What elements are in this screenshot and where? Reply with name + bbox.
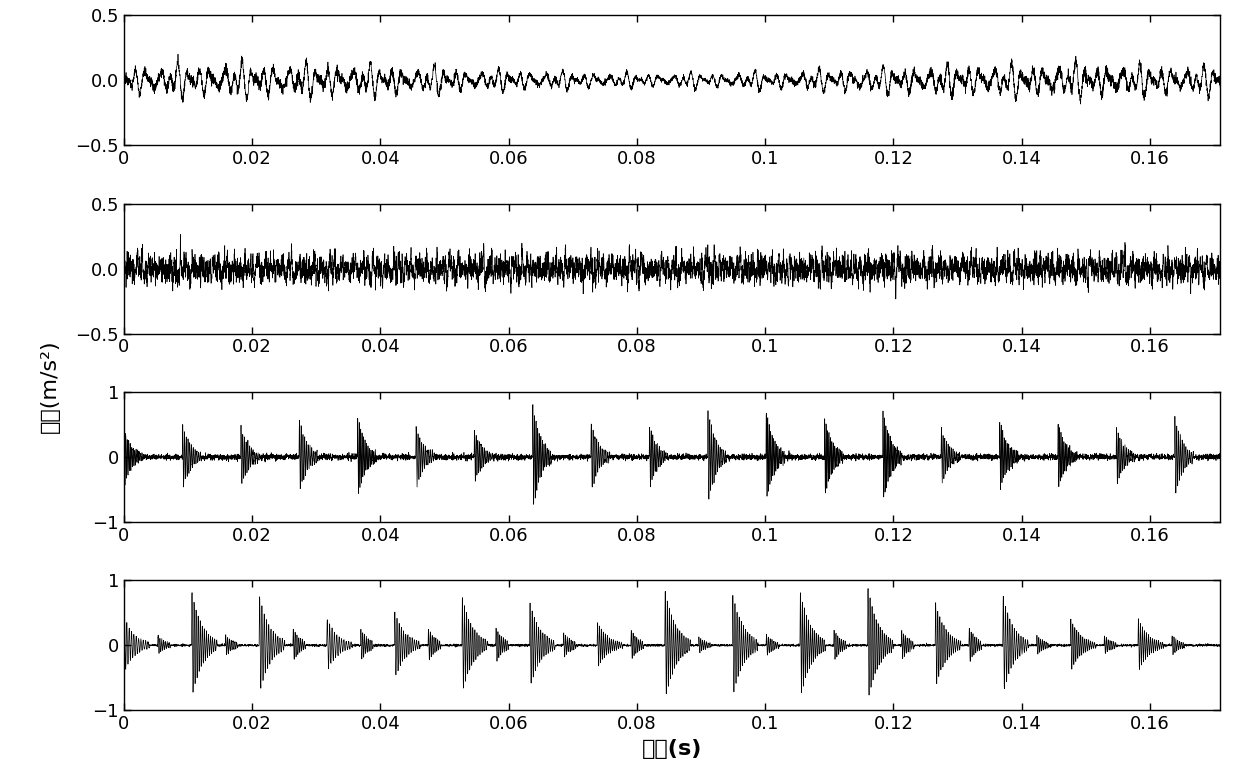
Text: 幅値(m/s²): 幅値(m/s²) [40, 339, 59, 433]
X-axis label: 时间(s): 时间(s) [642, 739, 703, 759]
